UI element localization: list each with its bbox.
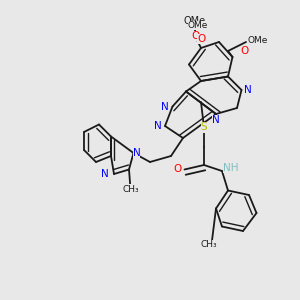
Text: N: N (154, 121, 161, 131)
Text: OMe: OMe (188, 21, 208, 30)
Text: N: N (212, 115, 220, 125)
Text: S: S (201, 122, 207, 133)
Text: OMe: OMe (248, 36, 268, 45)
Text: OMe: OMe (184, 16, 206, 26)
Text: N: N (133, 148, 140, 158)
Text: N: N (244, 85, 251, 95)
Text: NH: NH (223, 163, 239, 173)
Text: N: N (101, 169, 109, 179)
Text: N: N (161, 101, 169, 112)
Text: O: O (191, 31, 199, 41)
Text: O: O (240, 46, 249, 56)
Text: CH₃: CH₃ (122, 184, 139, 194)
Text: CH₃: CH₃ (200, 240, 217, 249)
Text: O: O (197, 34, 205, 44)
Text: O: O (173, 164, 181, 175)
